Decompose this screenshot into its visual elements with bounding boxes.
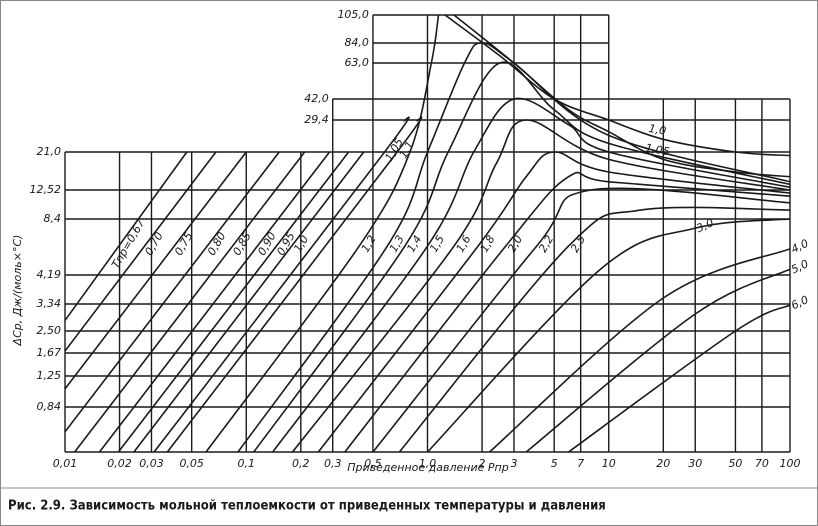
x-tick-label: 50 xyxy=(728,457,742,470)
curve xyxy=(65,151,280,433)
curve xyxy=(344,171,790,452)
curve xyxy=(153,116,410,452)
x-tick-label: 0,3 xyxy=(324,457,342,470)
curve xyxy=(73,151,306,452)
curve-label: 1,6 xyxy=(454,233,474,255)
x-tick-label: 0,01 xyxy=(53,457,78,470)
curve xyxy=(272,97,790,452)
curve-label: 0,90 xyxy=(255,230,279,258)
curve-label: 2,2 xyxy=(536,233,556,255)
curve xyxy=(372,187,790,452)
y-tick-label: 3,34 xyxy=(37,297,62,310)
curve xyxy=(444,15,790,157)
x-tick-label: 30 xyxy=(688,457,702,470)
curve-label: 1,3 xyxy=(387,233,407,255)
y-tick-label: 29,4 xyxy=(304,113,329,126)
x-tick-label: 0,03 xyxy=(139,457,164,470)
curve xyxy=(166,116,423,452)
curves xyxy=(65,15,790,452)
curve-label: 1,8 xyxy=(478,233,498,255)
x-axis-label: Приведенное давление Pпр xyxy=(347,461,508,474)
curve xyxy=(65,151,247,390)
curve-label: 1,05 xyxy=(644,141,670,158)
curve xyxy=(237,42,790,452)
x-tick-label: 5 xyxy=(551,457,558,470)
curve xyxy=(98,151,331,452)
curve xyxy=(65,151,188,321)
curve xyxy=(253,61,790,452)
curve-label: 1,2 xyxy=(359,233,379,255)
y-tick-label: 0,84 xyxy=(37,400,62,413)
curve-label: 2,0 xyxy=(505,233,525,255)
curve-label: 5,0 xyxy=(789,257,810,276)
caption: Рис. 2.9. Зависимость мольной теплоемкос… xyxy=(8,499,606,514)
curve-label: 4,0 xyxy=(789,237,810,256)
y-tick-label: 2,50 xyxy=(37,324,62,337)
curve xyxy=(317,151,790,452)
curve xyxy=(291,119,790,452)
curve xyxy=(117,151,350,452)
curve-label: 0,85 xyxy=(230,230,254,258)
curve-label: 0,70 xyxy=(142,230,166,258)
y-tick-label: 4,19 xyxy=(37,268,62,281)
y-tick-label: 1,25 xyxy=(37,369,62,382)
curve-label: 6,0 xyxy=(789,293,810,312)
x-tick-label: 10 xyxy=(602,457,616,470)
x-tick-label: 0,2 xyxy=(292,457,310,470)
x-tick-label: 0,05 xyxy=(179,457,204,470)
curve xyxy=(568,304,790,452)
curve-label: 1,4 xyxy=(404,233,424,255)
curve xyxy=(489,248,790,452)
curve-label: 0,80 xyxy=(205,230,229,258)
y-tick-label: 84,0 xyxy=(344,36,369,49)
x-tick-label: 70 xyxy=(755,457,769,470)
curve xyxy=(205,15,440,452)
x-tick-label: 7 xyxy=(577,457,584,470)
curve-label: 1,0 xyxy=(648,122,667,138)
y-tick-label: 21,0 xyxy=(37,145,62,158)
x-tick-label: 0,02 xyxy=(107,457,132,470)
x-tick-label: 0,1 xyxy=(238,457,256,470)
curve xyxy=(398,206,790,452)
y-tick-label: 8,4 xyxy=(44,212,62,225)
curve xyxy=(525,268,790,452)
y-tick-label: 1,67 xyxy=(37,346,62,359)
x-tick-label: 20 xyxy=(656,457,670,470)
curve-label: Tпр=0,67 xyxy=(109,217,148,271)
y-tick-label: 42,0 xyxy=(304,92,329,105)
x-tick-label: 1,0 xyxy=(419,457,437,470)
x-tick-label: 100 xyxy=(780,457,801,470)
x-tick-label: 3 xyxy=(510,457,517,470)
x-tick-label: 2 xyxy=(479,457,486,470)
y-tick-label: 63,0 xyxy=(344,56,369,69)
curve-label: 1,5 xyxy=(427,233,447,255)
y-tick-label: 12,52 xyxy=(30,183,62,196)
curve xyxy=(453,15,790,178)
y-tick-label: 105,0 xyxy=(337,8,369,21)
y-axis-label: ΔCp, Дж/(моль×°C) xyxy=(11,235,24,347)
curve xyxy=(426,218,790,452)
curve xyxy=(133,151,365,452)
x-tick-label: 0,5 xyxy=(364,457,382,470)
curve xyxy=(65,151,217,352)
curve-label: 2,5 xyxy=(568,233,588,255)
